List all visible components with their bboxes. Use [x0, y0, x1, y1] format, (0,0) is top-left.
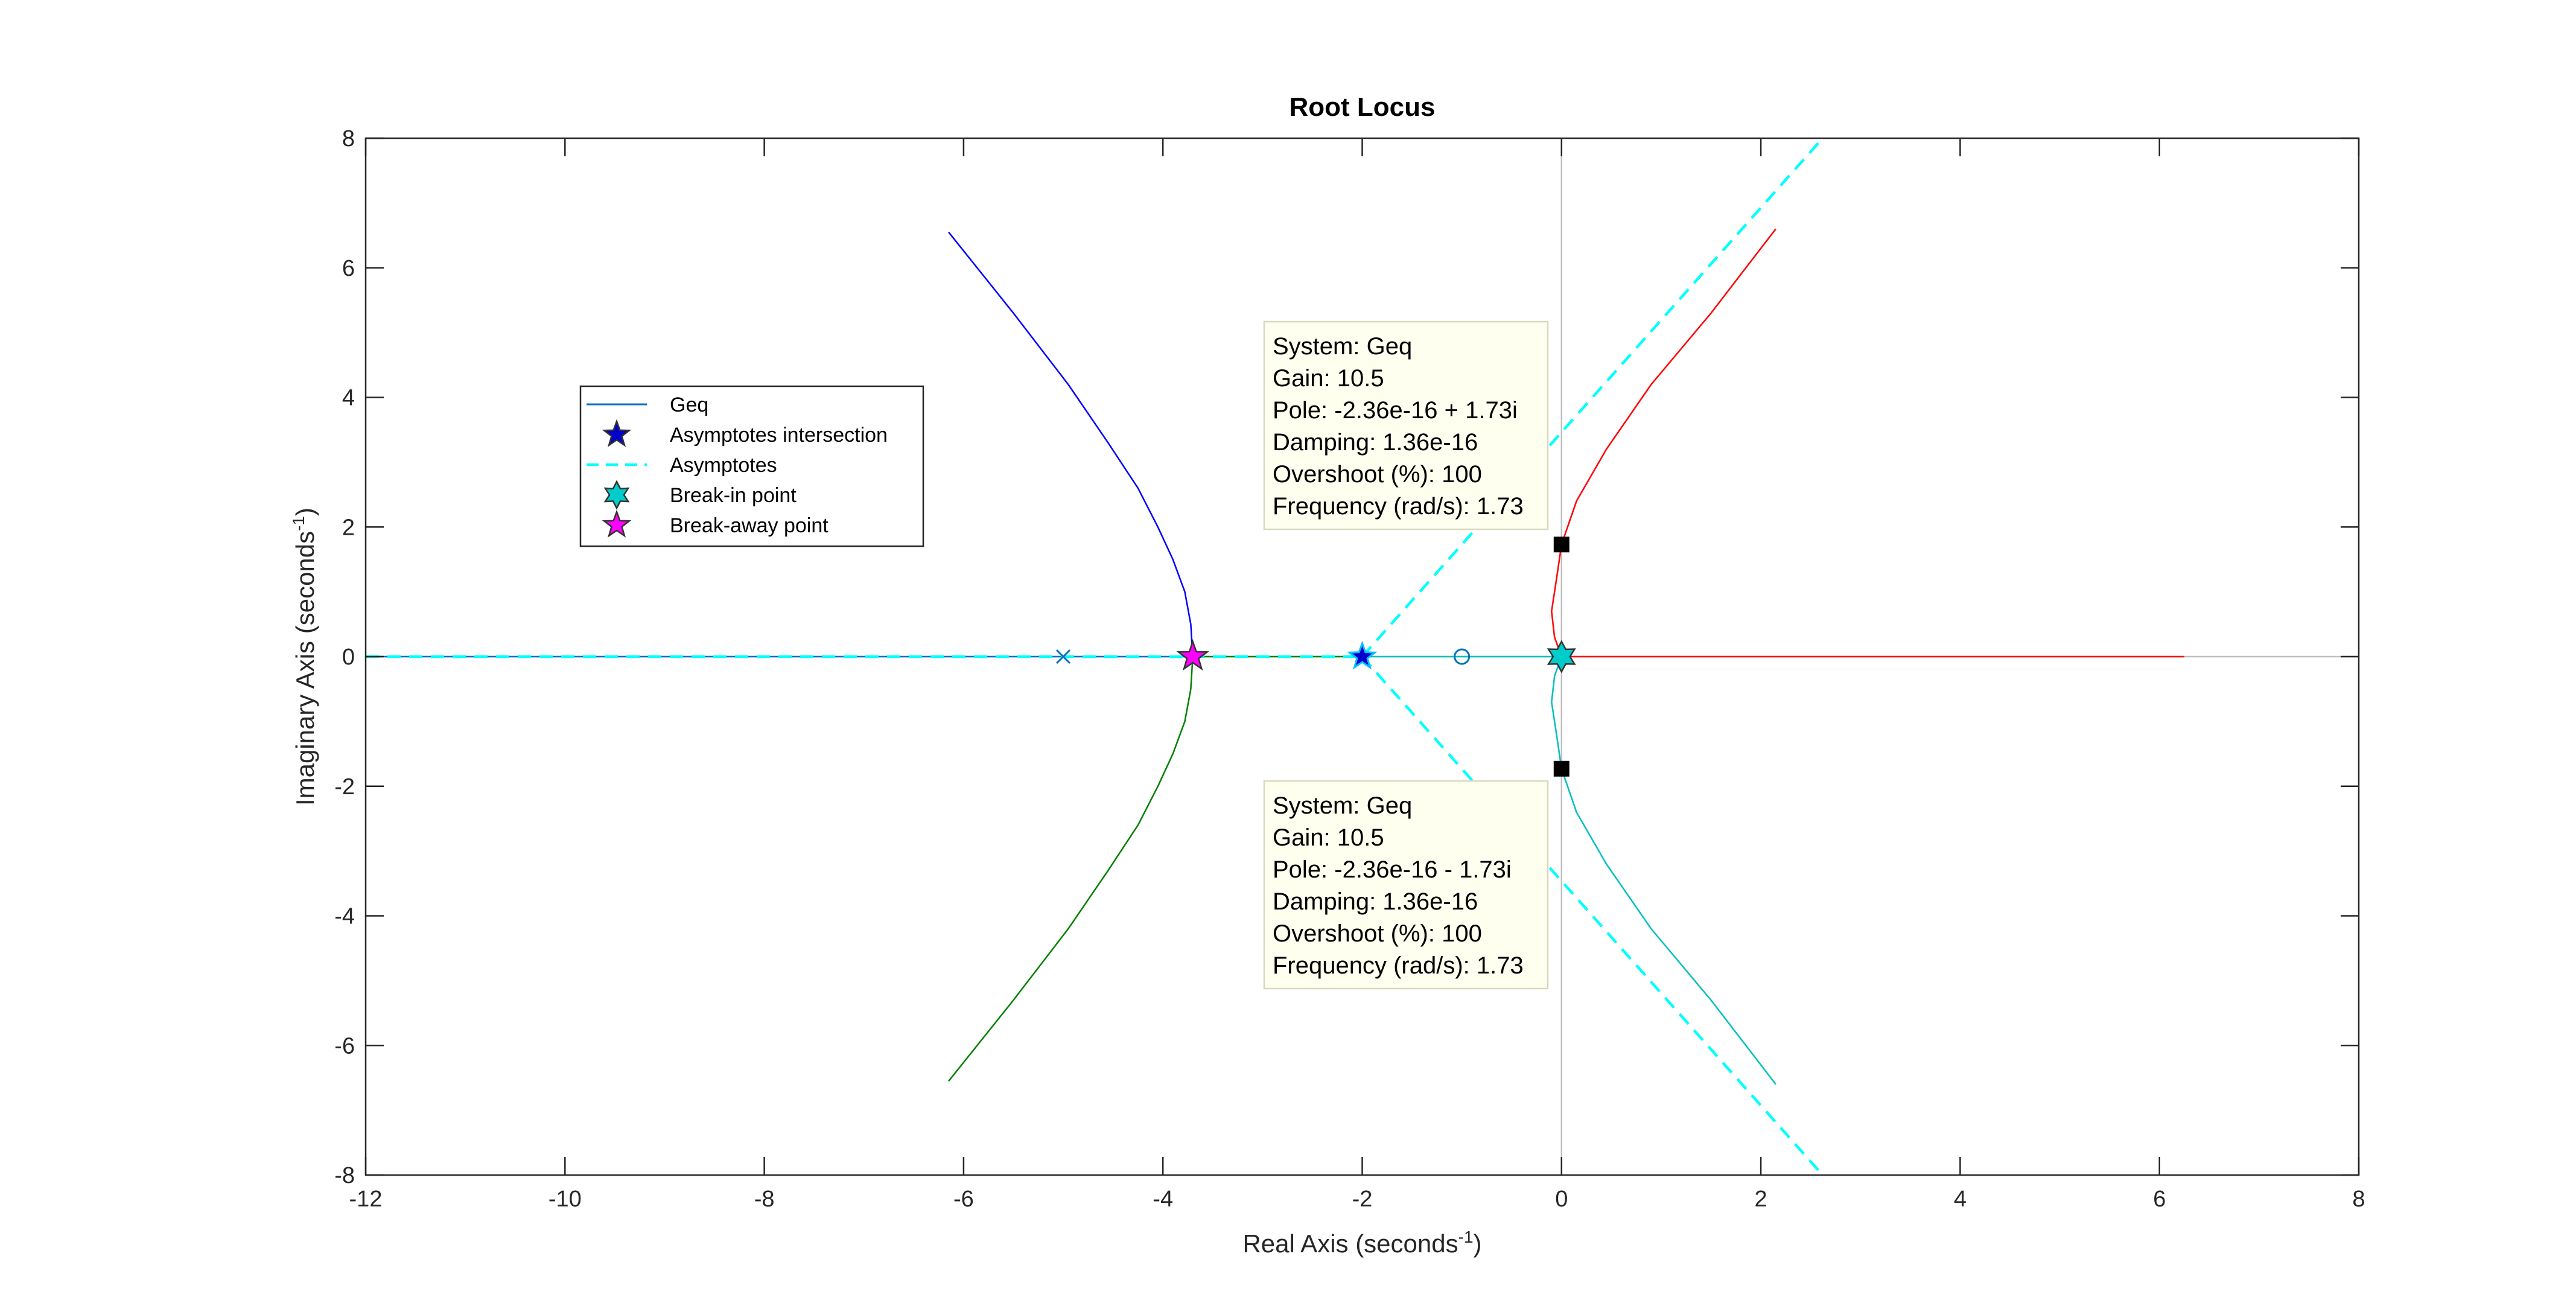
- axis-label-main: Real Axis (seconds: [1242, 1229, 1458, 1258]
- x-tick-label: -4: [1153, 1187, 1173, 1212]
- markers: [1055, 537, 1576, 777]
- x-tick-label: -6: [953, 1187, 974, 1212]
- x-tick-label: 2: [1755, 1187, 1767, 1212]
- x-tick-label: 8: [2352, 1187, 2365, 1212]
- axis-label-superscript: -1: [1458, 1228, 1474, 1246]
- axis-label-superscript: -1: [289, 516, 308, 531]
- legend-label: Asymptotes intersection: [670, 424, 888, 447]
- legend-swatch-star: [602, 509, 632, 538]
- open-loop-pole-marker: [1055, 649, 1071, 664]
- axis-label-main: Imaginary Axis (seconds: [291, 531, 319, 806]
- legend-entry-4[interactable]: Break-away point: [602, 509, 828, 538]
- locus-branches: [366, 228, 2184, 1085]
- selected-pole-marker-0[interactable]: [1553, 537, 1569, 553]
- y-tick-label: 4: [342, 386, 355, 411]
- chart-title: Root Locus: [1290, 92, 1436, 122]
- legend-label: Break-away point: [670, 514, 828, 537]
- datatip-line: Frequency (rad/s): 1.73: [1273, 952, 1524, 979]
- x-tick-label: -8: [754, 1187, 775, 1212]
- zero-marker: [1454, 648, 1471, 665]
- x-tick-label: -10: [549, 1187, 582, 1212]
- datatip-line: Damping: 1.36e-16: [1273, 888, 1478, 915]
- legend-entry-2[interactable]: Asymptotes: [587, 454, 777, 477]
- datatip-line: Damping: 1.36e-16: [1273, 429, 1478, 456]
- asymptote-line-2: [1361, 655, 1824, 1176]
- legend-entry-1[interactable]: Asymptotes intersection: [602, 419, 888, 447]
- x-tick-label: 4: [1954, 1187, 1967, 1212]
- y-tick-label: 0: [342, 645, 355, 670]
- legend-swatch-star: [602, 419, 632, 447]
- datatip-line: System: Geq: [1273, 333, 1412, 360]
- y-tick-label: 6: [342, 256, 355, 281]
- axis-label-close: ): [1474, 1229, 1482, 1258]
- locus-branch-3: [1551, 656, 1776, 1085]
- locus-branch-2: [1551, 228, 1776, 657]
- datatip-line: Pole: -2.36e-16 + 1.73i: [1273, 397, 1518, 424]
- break-in-point-marker: [1547, 640, 1576, 674]
- legend[interactable]: Geq Asymptotes intersection Asymptotes Brea…: [579, 385, 924, 547]
- selected-pole-marker-1[interactable]: [1553, 760, 1569, 777]
- asymptote-line-1: [1361, 137, 1824, 658]
- datatip-line: Frequency (rad/s): 1.73: [1273, 493, 1524, 520]
- legend-entry-3[interactable]: Break-in point: [603, 480, 797, 510]
- ticks: -12 -10 -8 -6 -4 -2 0 2 4 6 8 -8 -6 -4 -2 0 2 4 6 8: [334, 126, 2365, 1212]
- y-tick-label: -4: [334, 904, 355, 929]
- datatip-box[interactable]: [1263, 320, 1549, 530]
- legend-box[interactable]: [579, 385, 924, 547]
- y-tick-label: -8: [334, 1163, 355, 1188]
- break-away-point-marker: [1176, 639, 1210, 671]
- locus-branch-1: [948, 656, 1194, 1082]
- datatip-line: Pole: -2.36e-16 - 1.73i: [1273, 856, 1512, 883]
- y-tick-label: 2: [342, 515, 355, 540]
- legend-label: Asymptotes: [670, 454, 777, 477]
- y-axis-label: Imaginary Axis (seconds-1): [289, 508, 319, 806]
- legend-label: Geq: [670, 393, 708, 416]
- asymptote-intersection-marker: [1347, 640, 1378, 670]
- plot-area: -12 -10 -8 -6 -4 -2 0 2 4 6 8 -8 -6 -4 -2 0 2 4 6 8: [334, 126, 2365, 1212]
- datatip-line: Gain: 10.5: [1273, 365, 1384, 392]
- locus-branch-0: [948, 231, 1194, 657]
- y-tick-label: 8: [342, 126, 355, 151]
- datatip-line: Overshoot (%): 100: [1273, 461, 1482, 488]
- datatip-box[interactable]: [1263, 780, 1549, 990]
- x-tick-label: 0: [1555, 1187, 1568, 1212]
- y-tick-label: -6: [334, 1033, 355, 1059]
- legend-entry-0[interactable]: Geq: [587, 393, 708, 416]
- datatips[interactable]: System: Geq Gain: 10.5 Pole: -2.36e-16 + 1…: [1263, 320, 1549, 990]
- x-tick-label: 6: [2153, 1187, 2166, 1212]
- datatip-line: Gain: 10.5: [1273, 824, 1384, 851]
- datatip-1[interactable]: System: Geq Gain: 10.5 Pole: -2.36e-16 - 1…: [1263, 780, 1549, 990]
- legend-swatch-hexagram: [603, 480, 630, 510]
- datatip-0[interactable]: System: Geq Gain: 10.5 Pole: -2.36e-16 + 1…: [1263, 320, 1549, 530]
- axis-label-close: ): [291, 508, 319, 516]
- y-tick-label: -2: [334, 774, 355, 800]
- x-axis-label: Real Axis (seconds-1): [1242, 1228, 1481, 1258]
- datatip-line: System: Geq: [1273, 792, 1412, 819]
- legend-label: Break-in point: [670, 484, 797, 507]
- x-tick-label: -12: [349, 1187, 383, 1212]
- datatip-line: Overshoot (%): 100: [1273, 920, 1482, 947]
- x-tick-label: -2: [1352, 1187, 1373, 1212]
